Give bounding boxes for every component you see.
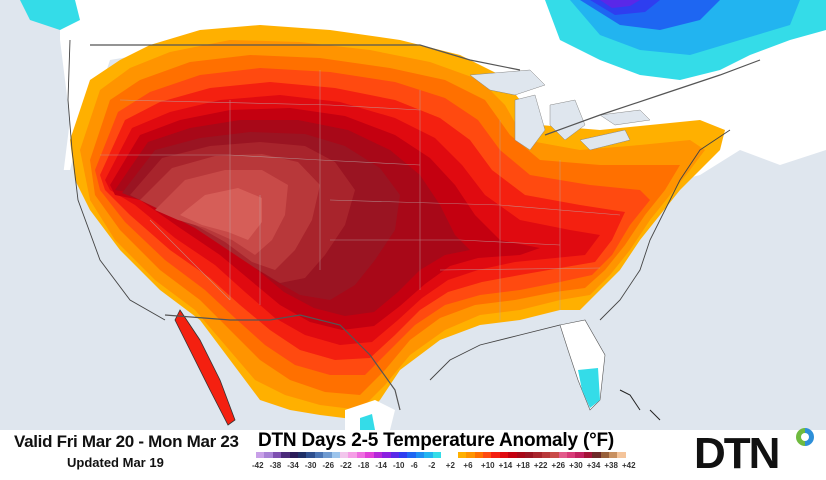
legend-tick-label: +18: [516, 461, 530, 470]
legend-color-cell: [432, 452, 441, 458]
legend-tick-label: -42: [252, 461, 264, 470]
legend-tick-label: -34: [287, 461, 299, 470]
map-footer: Valid Fri Mar 20 - Mon Mar 23 Updated Ma…: [0, 428, 826, 480]
legend-color-cell: [390, 452, 399, 458]
legend-tick-label: +38: [604, 461, 618, 470]
coastline: [67, 39, 731, 381]
legend-tick-label: -10: [392, 461, 405, 470]
legend-color-cell: [575, 452, 584, 458]
legend-color-cell: [558, 452, 568, 458]
legend-color-cell: [289, 452, 299, 458]
legend-color-cell: [491, 452, 500, 458]
valid-range-label: Valid Fri Mar 20 - Mon Mar 23: [14, 432, 239, 451]
legend-tick-label: +14: [498, 461, 513, 470]
legend-color-cell: [398, 452, 408, 458]
legend-color-cell: [356, 452, 366, 458]
legend-color-cell: [365, 452, 374, 458]
legend-tick-label: -18: [357, 461, 370, 470]
legend-tick-label: +34: [586, 461, 601, 470]
legend-tick-label: +30: [569, 461, 583, 470]
legend-color-cell: [617, 452, 626, 458]
legend-color-cell: [298, 452, 307, 458]
legend-color-cell: [600, 452, 610, 458]
legend-tick-label: -38: [269, 461, 282, 470]
legend-color-cell: [340, 452, 349, 458]
legend-tick-label: -22: [340, 461, 352, 470]
legend-color-cell: [533, 452, 542, 458]
temperature-anomaly-map: [0, 0, 826, 430]
national-borders: [90, 44, 761, 411]
legend-color-cell: [516, 452, 525, 458]
legend-color-cell: [457, 452, 467, 458]
legend-color-cell: [256, 452, 265, 458]
legend-color-cell: [306, 452, 315, 458]
legend-tick-label: -14: [375, 461, 387, 470]
legend-color-cell: [348, 452, 357, 458]
map-canvas: [0, 0, 826, 430]
legend-tick-label: +26: [551, 461, 566, 470]
legend-color-cell: [449, 452, 458, 458]
legend-color-cell: [415, 452, 425, 458]
legend-color-cell: [331, 452, 341, 458]
legend-color-cell: [440, 452, 450, 458]
map-title: DTN Days 2-5 Temperature Anomaly (°F): [258, 430, 615, 451]
legend-tick-label: -26: [322, 461, 335, 470]
dtn-logo: DTN: [694, 429, 780, 478]
legend-color-cell: [583, 452, 593, 458]
dtn-logo-dot-icon: [796, 428, 814, 446]
legend-color-cell: [323, 452, 332, 458]
legend-color-cell: [609, 452, 618, 458]
legend-color-cell: [407, 452, 416, 458]
legend-tick-label: +10: [481, 461, 495, 470]
legend-color-cell: [541, 452, 551, 458]
legend-color-cell: [281, 452, 290, 458]
legend-tick-label: -2: [428, 461, 436, 470]
legend-color-cell: [373, 452, 383, 458]
legend-tick-labels: -42 -38 -34 -30 -26 -22 -18 -14 -10 -6 -2 +2 +6 +10 +1…: [252, 461, 636, 473]
legend-color-cell: [424, 452, 433, 458]
updated-date-label: Updated Mar 19: [67, 455, 164, 470]
color-legend-bar: [256, 452, 626, 458]
legend-color-cell: [508, 452, 517, 458]
legend-color-cell: [272, 452, 282, 458]
legend-color-cell: [550, 452, 559, 458]
legend-color-cell: [474, 452, 483, 458]
legend-color-cell: [592, 452, 601, 458]
legend-color-cell: [314, 452, 324, 458]
legend-color-cell: [567, 452, 576, 458]
legend-color-cell: [499, 452, 509, 458]
legend-tick-label: +2: [445, 461, 455, 470]
legend-color-cell: [482, 452, 492, 458]
legend-tick-label: +42: [622, 461, 636, 470]
legend-tick-label: +6: [463, 461, 473, 470]
legend-tick-label: -30: [304, 461, 317, 470]
legend-color-cell: [466, 452, 475, 458]
legend-color-cell: [382, 452, 391, 458]
legend-color-cell: [264, 452, 273, 458]
great-lakes: [469, 69, 651, 151]
legend-color-cell: [525, 452, 534, 458]
legend-tick-label: +22: [533, 461, 548, 470]
state-borders: [100, 70, 621, 320]
legend-tick-label: -6: [410, 461, 418, 470]
